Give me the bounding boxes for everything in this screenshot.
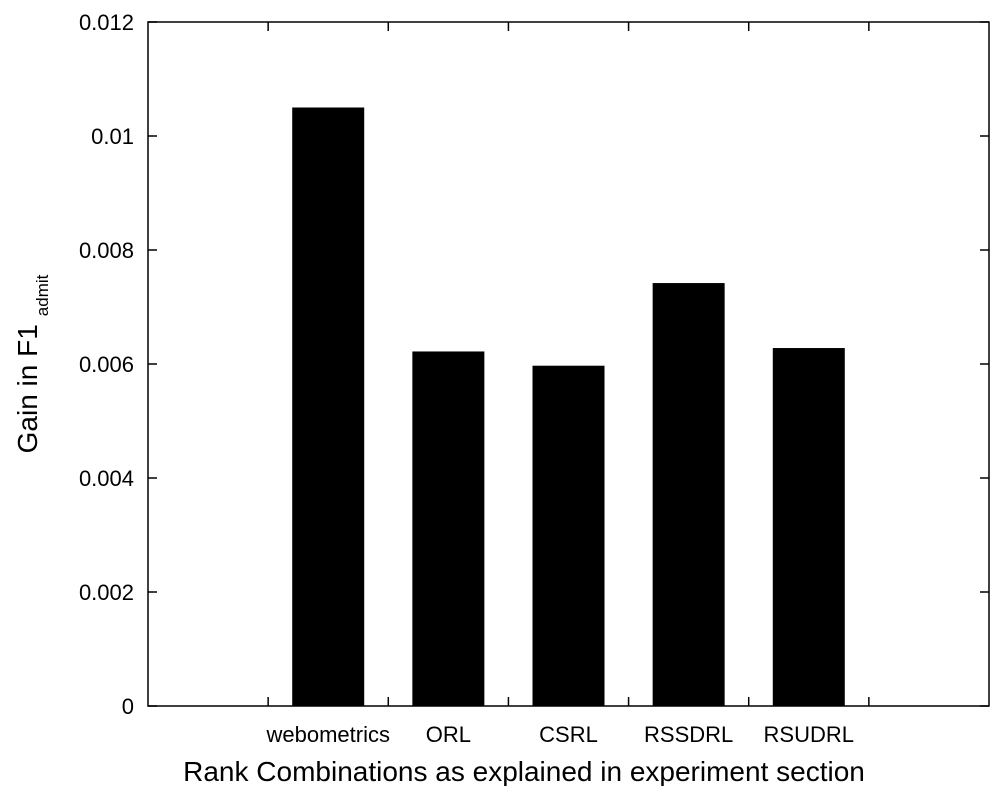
y-tick-labels: 0 0.002 0.004 0.006 0.008 0.01 0.012 [79, 10, 134, 719]
y-axis-title-subscript: admit [33, 274, 52, 316]
y-tick-label: 0.002 [79, 580, 134, 605]
y-tick-label: 0 [122, 694, 134, 719]
y-axis-ticks [148, 21, 989, 707]
bars-group [292, 107, 845, 706]
y-axis-title: Gain in F1 admit [12, 274, 52, 453]
bar-webometrics [292, 107, 365, 706]
bar-csrl [532, 365, 605, 706]
bar-rsudrl [772, 348, 845, 706]
x-axis-title: Rank Combinations as explained in experi… [183, 756, 865, 786]
y-tick-label: 0.01 [91, 124, 134, 149]
x-tick-label: CSRL [539, 722, 598, 747]
x-axis-ticks [267, 22, 870, 706]
x-tick-label: RSSDRL [644, 722, 733, 747]
x-tick-label: webometrics [265, 722, 389, 747]
y-axis-title-main: Gain in F1 [12, 324, 43, 453]
bar-orl [412, 351, 485, 706]
x-tick-labels: webometrics ORL CSRL RSSDRL RSUDRL [265, 722, 854, 747]
y-tick-label: 0.004 [79, 466, 134, 491]
y-tick-label: 0.012 [79, 10, 134, 35]
y-tick-label: 0.008 [79, 238, 134, 263]
x-tick-label: ORL [426, 722, 471, 747]
x-tick-label: RSUDRL [764, 722, 854, 747]
bar-rssdrl [652, 283, 725, 706]
y-tick-label: 0.006 [79, 352, 134, 377]
